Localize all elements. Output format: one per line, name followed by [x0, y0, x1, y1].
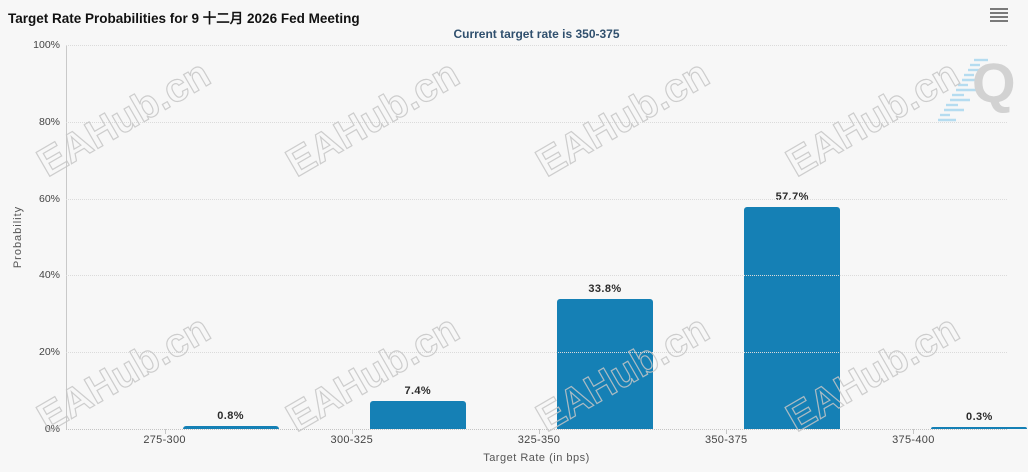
bar-325-350[interactable]	[556, 299, 653, 429]
x-axis-tick	[726, 429, 728, 434]
data-label: 0.8%	[217, 410, 244, 422]
bar-slot-275-300: 0.8%	[137, 45, 324, 429]
x-category-label: 325-350	[517, 434, 561, 446]
bar-275-300[interactable]	[182, 426, 279, 429]
data-label: 57.7%	[775, 191, 809, 203]
y-axis-title: Probability	[12, 205, 24, 269]
bar-slot-375-400: 0.3%	[886, 45, 1028, 429]
x-axis-tick	[164, 429, 166, 434]
y-tick-label: 40%	[38, 269, 60, 282]
y-tick-label: 100%	[33, 39, 60, 51]
x-axis-tick	[913, 429, 915, 434]
data-label: 7.4%	[404, 385, 432, 397]
chart-subtitle: Current target rate is 350-375	[453, 27, 620, 41]
gridline-100	[66, 45, 1007, 46]
x-axis-tick	[539, 429, 540, 434]
y-axis-line	[66, 45, 67, 429]
data-label: 33.8%	[588, 283, 622, 295]
gridline-0	[66, 429, 1007, 430]
gridline-60	[66, 198, 1007, 200]
x-category-label: 375-400	[892, 434, 935, 446]
plot-area: 0.8% 7.4% 33.8% 57.7% 0.3%	[66, 45, 1028, 429]
x-axis-tick	[351, 429, 353, 434]
y-tick-label: 20%	[38, 346, 60, 359]
x-category-label: 350-375	[704, 434, 748, 446]
bar-300-325[interactable]	[369, 401, 466, 429]
menu-bar	[990, 16, 1008, 18]
bar-slot-325-350: 33.8%	[511, 45, 698, 429]
bar-350-375[interactable]	[744, 207, 841, 429]
gridline-20	[66, 352, 1007, 354]
y-tick-label: 60%	[38, 192, 60, 205]
bar-375-400[interactable]	[931, 427, 1028, 429]
menu-bar	[990, 12, 1008, 14]
x-category-label: 300-325	[330, 434, 374, 446]
menu-bar	[990, 20, 1008, 22]
x-axis-title: Target Rate (in bps)	[483, 452, 590, 464]
hamburger-menu-icon[interactable]	[990, 8, 1008, 22]
bar-slot-350-375: 57.7%	[699, 45, 886, 429]
gridline-80	[66, 121, 1007, 123]
y-tick-label: 0%	[44, 423, 60, 435]
data-label: 0.3%	[966, 411, 993, 423]
y-tick-label: 80%	[38, 115, 60, 128]
bar-slot-300-325: 7.4%	[324, 45, 511, 429]
x-category-label: 275-300	[143, 434, 186, 446]
menu-bar	[990, 8, 1008, 10]
chart-title: Target Rate Probabilities for 9 十二月 2026…	[8, 11, 360, 26]
gridline-40	[66, 275, 1007, 277]
